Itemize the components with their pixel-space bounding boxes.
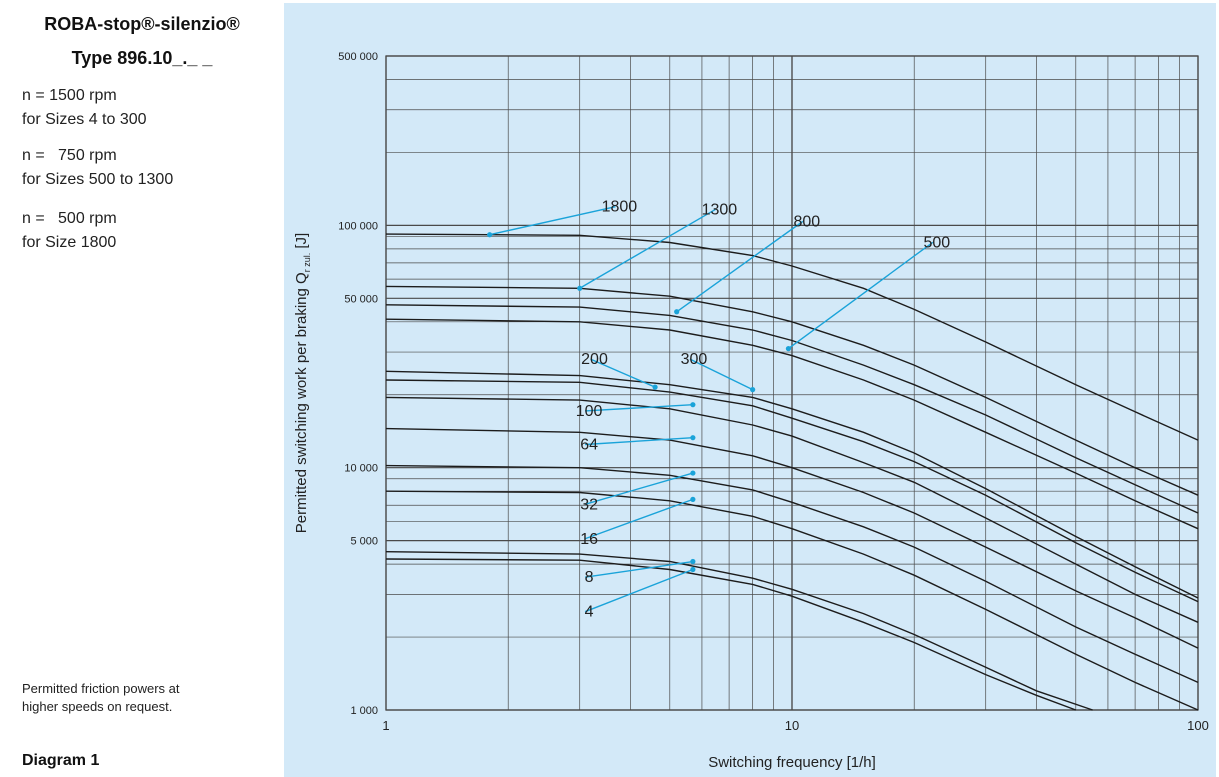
speed-value: n = 1500 rpm <box>22 87 117 104</box>
leader-dot-300 <box>750 387 756 393</box>
curve-label-16: 16 <box>580 531 598 548</box>
curve-label-800: 800 <box>793 213 820 230</box>
y-tick-label: 50 000 <box>344 293 378 305</box>
curve-label-64: 64 <box>580 436 598 453</box>
curve-size-500 <box>385 318 1199 530</box>
note-line-2: higher speeds on request. <box>22 699 173 714</box>
curve-size-16 <box>385 490 1199 711</box>
speed-note-3: n = 500 rpm for Size 1800 <box>22 207 117 255</box>
leader-dot-32 <box>690 470 696 476</box>
curve-label-1800: 1800 <box>602 199 638 216</box>
y-tick-label: 1 000 <box>350 705 378 717</box>
curve-label-100: 100 <box>576 403 603 420</box>
curve-label-8: 8 <box>585 569 594 586</box>
curve-label-1300: 1300 <box>702 201 738 218</box>
speed-sizes: for Size 1800 <box>22 234 117 251</box>
x-tick-label: 10 <box>785 718 799 733</box>
curve-size-1800 <box>385 233 1199 441</box>
leader-line-8 <box>584 560 693 578</box>
y-tick-label: 100 000 <box>338 220 378 232</box>
curve-label-32: 32 <box>580 496 598 513</box>
leader-dot-1300 <box>577 285 583 291</box>
leader-line-64 <box>585 436 693 446</box>
leader-line-32 <box>584 472 694 505</box>
plot-frame <box>385 55 1199 711</box>
diagram-label: Diagram 1 <box>22 752 100 769</box>
leader-line-500 <box>788 241 934 350</box>
speed-value: n = 500 rpm <box>22 210 117 227</box>
leader-dot-1800 <box>487 232 493 238</box>
leader-line-1300 <box>579 208 716 289</box>
leader-line-16 <box>584 498 694 540</box>
leader-dot-16 <box>690 496 696 502</box>
leader-line-300 <box>689 358 753 391</box>
curve-size-300 <box>385 370 1199 599</box>
curve-size-32 <box>385 464 1199 684</box>
product-title: ROBA-stop®-silenzio® <box>44 14 240 34</box>
curve-size-8 <box>385 551 1093 711</box>
product-type: Type 896.10_._ _ <box>71 48 213 68</box>
friction-note: Permitted friction powers at higher spee… <box>22 680 180 716</box>
y-tick-label: 5 000 <box>350 536 378 548</box>
curve-label-300: 300 <box>681 351 708 368</box>
speed-sizes: for Sizes 500 to 1300 <box>22 171 174 188</box>
curve-size-200 <box>385 379 1199 603</box>
speed-note-1: n = 1500 rpm for Sizes 4 to 300 <box>22 84 147 132</box>
curve-size-100 <box>385 396 1199 623</box>
x-tick-label: 100 <box>1187 718 1209 733</box>
x-axis-label: Switching frequency [1/h] <box>708 754 876 771</box>
leader-dot-800 <box>674 309 680 315</box>
y-tick-label: 10 000 <box>344 463 378 475</box>
note-line-1: Permitted friction powers at <box>22 681 180 696</box>
curve-label-500: 500 <box>924 234 951 251</box>
speed-sizes: for Sizes 4 to 300 <box>22 111 147 128</box>
curve-label-4: 4 <box>585 604 594 621</box>
speed-value: n = 750 rpm <box>22 147 117 164</box>
leader-dot-64 <box>690 435 696 441</box>
chart-panel: 500 000 100 000 50 000 10 000 5 000 1 000 1 10 1… <box>284 3 1216 777</box>
description-panel: ROBA-stop®-silenzio® Type 896.10_._ _ n … <box>0 0 284 777</box>
y-tick-label: 500 000 <box>338 51 378 63</box>
leader-dot-8 <box>690 558 696 565</box>
leader-dot-200 <box>652 384 658 390</box>
curve-size-1300 <box>385 285 1199 496</box>
leader-dot-500 <box>785 346 792 352</box>
curve-size-800 <box>385 304 1199 514</box>
curve-size-4 <box>385 558 1077 711</box>
leader-dot-4 <box>690 566 696 573</box>
leader-line-800 <box>676 220 804 313</box>
leader-line-4 <box>584 568 694 613</box>
x-tick-label: 1 <box>382 718 389 733</box>
curve-label-200: 200 <box>581 351 608 368</box>
speed-note-2: n = 750 rpm for Sizes 500 to 1300 <box>22 144 173 192</box>
leader-dot-100 <box>690 402 696 408</box>
leader-line-100 <box>585 403 693 412</box>
switching-work-chart: 500 000 100 000 50 000 10 000 5 000 1 000 1 10 1… <box>293 51 1209 771</box>
curve-size-64 <box>385 427 1199 649</box>
leader-line-1800 <box>489 205 616 236</box>
leader-line-200 <box>590 358 656 388</box>
y-axis-label: Permitted switching work per braking Qr … <box>293 233 312 533</box>
